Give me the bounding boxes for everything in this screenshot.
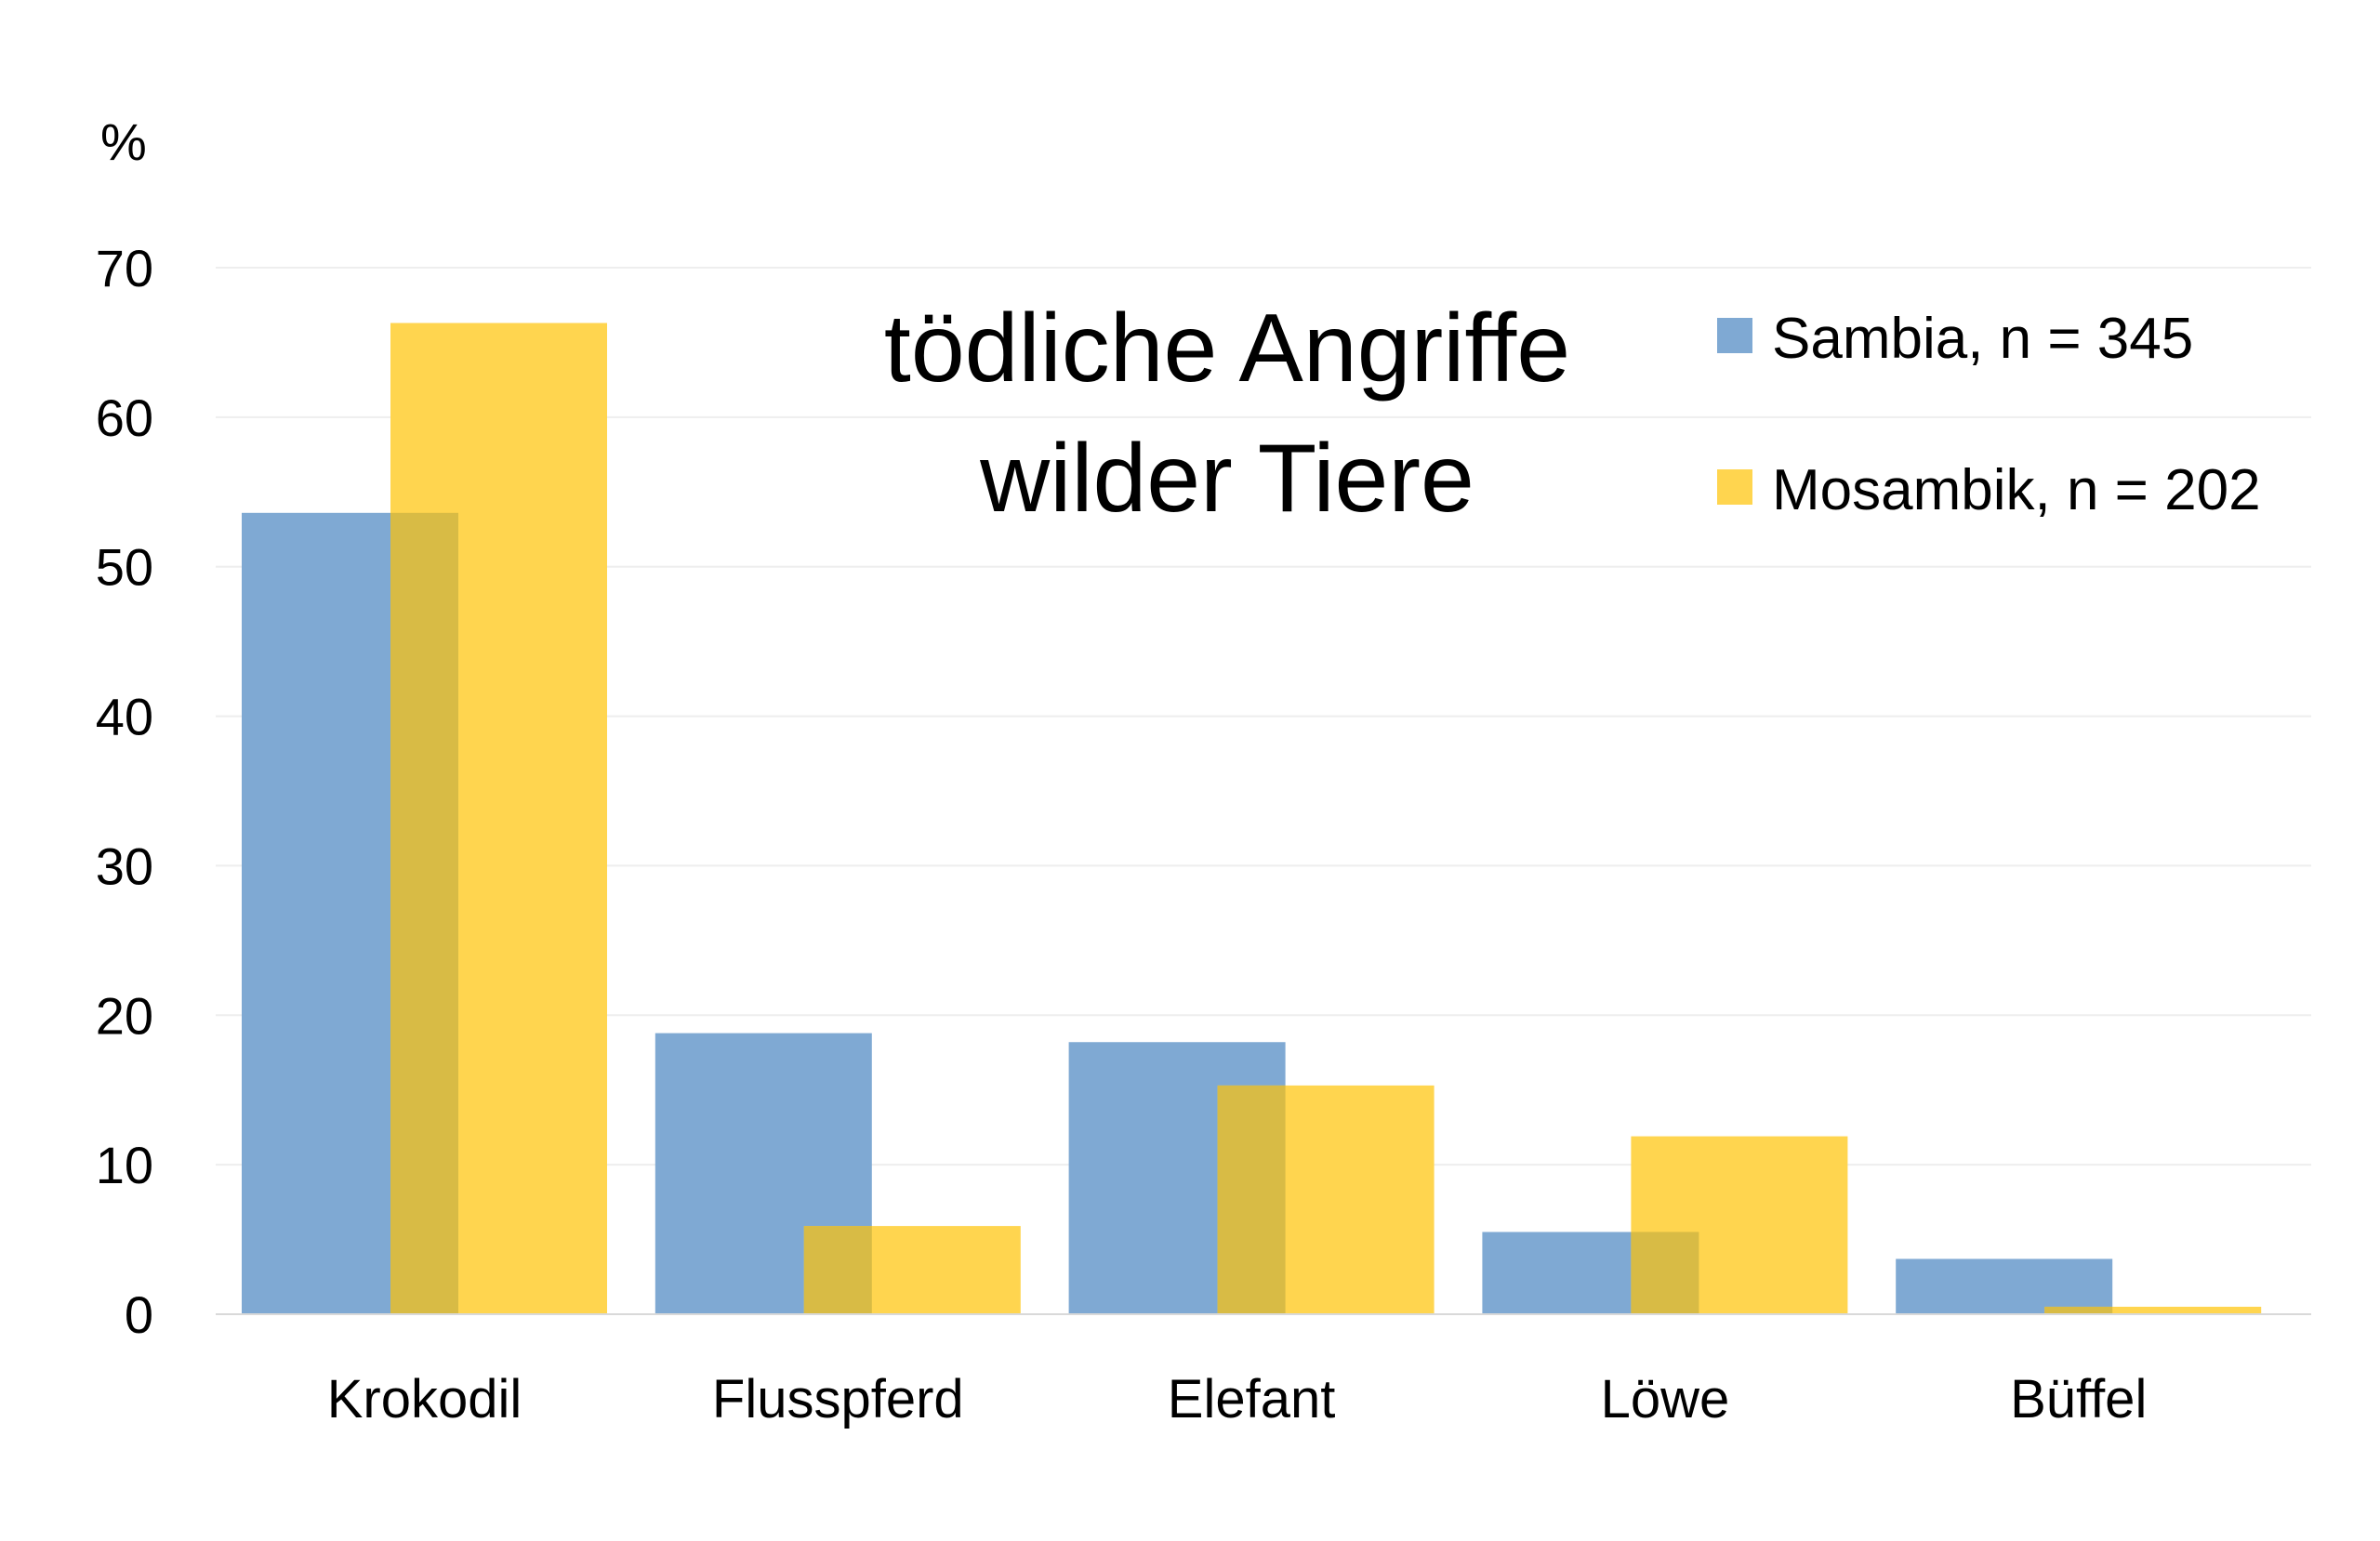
y-tick-label: 0 bbox=[125, 1285, 153, 1344]
category-label-löwe: Löwe bbox=[1601, 1369, 1730, 1429]
bar-overlap-flusspferd bbox=[803, 1226, 872, 1314]
category-label-büffel: Büffel bbox=[2010, 1369, 2147, 1429]
chart-title: tödliche Angriffe wilder Tiere bbox=[884, 295, 1570, 533]
y-tick-label: 40 bbox=[96, 688, 153, 746]
y-tick-label: 30 bbox=[96, 836, 153, 895]
category-label-elefant: Elefant bbox=[1168, 1369, 1336, 1429]
y-tick-label: 10 bbox=[96, 1136, 153, 1194]
category-label-krokodil: Krokodil bbox=[327, 1369, 522, 1429]
y-axis-unit-label: % bbox=[100, 112, 147, 171]
y-axis-ticks: 0 10 20 30 40 50 60 70 bbox=[96, 239, 153, 1344]
bar-overlap-büffel bbox=[2044, 1306, 2113, 1314]
y-tick-label: 60 bbox=[96, 389, 153, 447]
bar-overlaps bbox=[390, 512, 2113, 1314]
bar-overlap-löwe bbox=[1631, 1231, 1699, 1314]
y-tick-label: 20 bbox=[96, 986, 153, 1045]
legend-label-mosambik: Mosambik, n = 202 bbox=[1772, 458, 2261, 522]
chart-title-line-1: tödliche Angriffe bbox=[884, 295, 1570, 402]
legend: Sambia, n = 345 Mosambik, n = 202 bbox=[1717, 307, 2261, 522]
y-tick-label: 50 bbox=[96, 538, 153, 597]
y-tick-label: 70 bbox=[96, 239, 153, 297]
category-label-flusspferd: Flusspferd bbox=[712, 1369, 964, 1429]
bar-sambia-büffel bbox=[1896, 1258, 2113, 1314]
bar-mosambik-büffel bbox=[2044, 1306, 2262, 1314]
bar-overlap-krokodil bbox=[390, 512, 458, 1314]
legend-swatch-sambia bbox=[1717, 318, 1752, 353]
legend-swatch-mosambik bbox=[1717, 469, 1752, 505]
chart-title-line-2: wilder Tiere bbox=[979, 425, 1474, 533]
bar-overlap-elefant bbox=[1217, 1085, 1286, 1314]
legend-label-sambia: Sambia, n = 345 bbox=[1772, 307, 2193, 371]
category-labels: Krokodil Flusspferd Elefant Löwe Büffel bbox=[327, 1369, 2148, 1429]
